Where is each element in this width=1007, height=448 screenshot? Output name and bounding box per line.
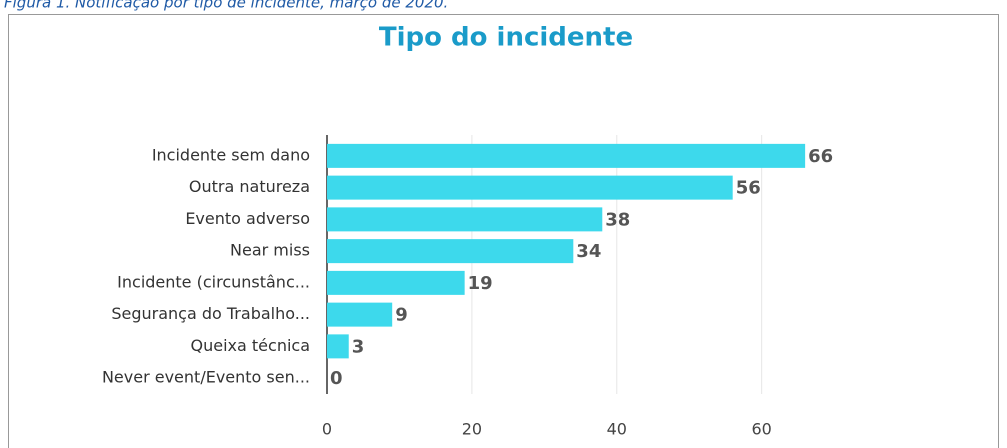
bar	[327, 302, 393, 327]
bar	[327, 239, 574, 264]
data-label: 9	[395, 305, 408, 326]
bar	[327, 270, 465, 295]
bar	[327, 143, 806, 168]
chart-frame	[8, 14, 999, 448]
y-tick-label: Evento adverso	[185, 209, 310, 228]
data-label: 66	[808, 146, 833, 167]
chart-title: Tipo do incidente	[379, 23, 633, 53]
data-label: 34	[576, 241, 601, 262]
data-label: 0	[330, 368, 343, 389]
data-label: 38	[605, 209, 630, 230]
data-label: 19	[468, 273, 493, 294]
caption: Figura 1. Notificação por tipo de incide…	[4, 0, 448, 12]
y-tick-label: Never event/Evento sen...	[102, 368, 310, 387]
y-tick-label: Incidente (circunstânc...	[117, 272, 310, 291]
x-tick-label: 20	[462, 420, 482, 439]
y-tick-label: Queixa técnica	[191, 336, 310, 355]
bar	[327, 175, 733, 200]
y-tick-label: Incidente sem dano	[152, 145, 310, 164]
x-tick-label: 40	[607, 420, 627, 439]
y-tick-label: Outra natureza	[189, 177, 310, 196]
y-tick-label: Near miss	[230, 241, 310, 260]
bar	[327, 207, 603, 232]
data-label: 56	[736, 178, 761, 199]
data-label: 3	[352, 336, 365, 357]
x-tick-label: 0	[322, 420, 332, 439]
x-tick-label: 60	[751, 420, 771, 439]
y-tick-label: Segurança do Trabalho...	[111, 304, 310, 323]
bar	[327, 334, 349, 359]
